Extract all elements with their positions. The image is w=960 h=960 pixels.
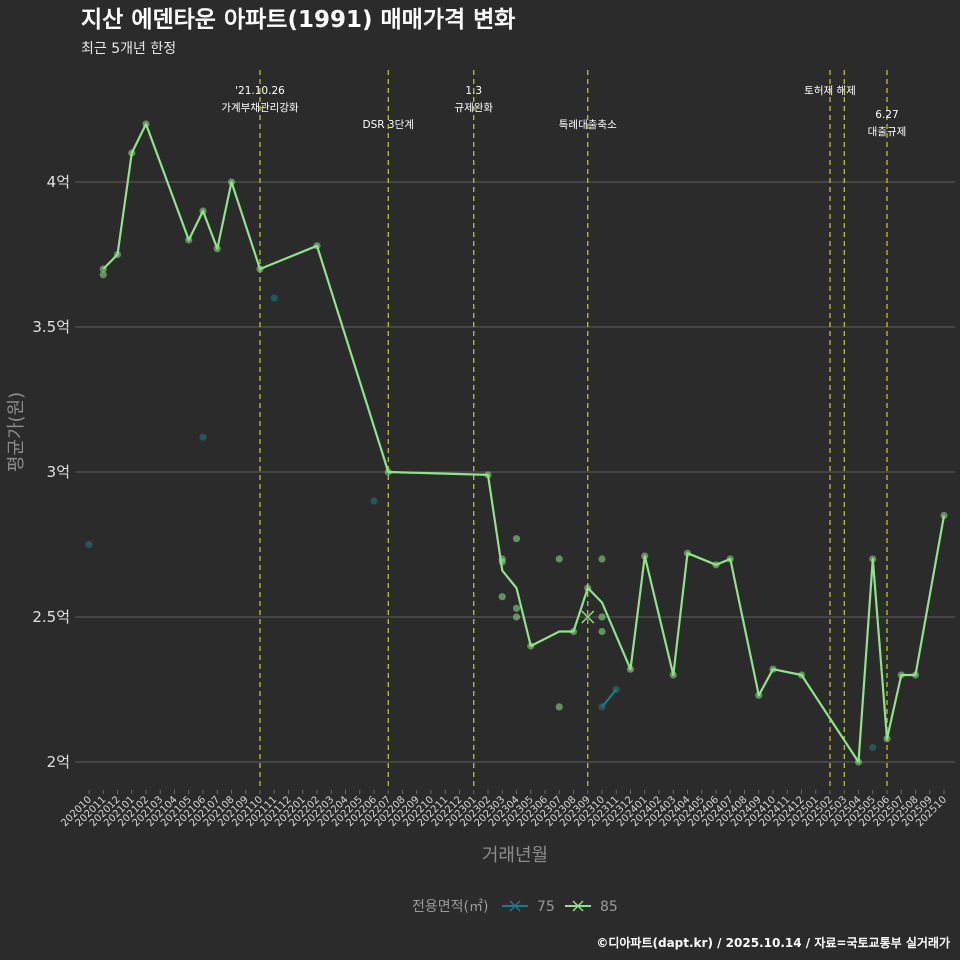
cross-marker-stroke [581, 610, 595, 624]
y-tick-label: 2억 [47, 753, 70, 771]
data-point-85 [498, 593, 506, 601]
data-point-85 [512, 535, 521, 543]
data-point-75 [85, 540, 93, 549]
event-label: 대출규제 [868, 126, 907, 138]
event-label: 특례대출축소 [559, 119, 617, 131]
event-label: 규제완화 [454, 101, 493, 114]
data-point-75 [270, 294, 278, 302]
event-label: DSR 3단계 [363, 119, 414, 131]
legend-marker-85 [572, 900, 584, 912]
data-point-75 [370, 497, 378, 505]
data-point-85 [598, 555, 606, 563]
chart-title: 지산 에덴타운 아파트(1991) 매매가격 변화 [81, 7, 515, 33]
legend-marker-75 [509, 900, 521, 912]
series-line-75 [601, 688, 618, 708]
data-point-85 [598, 613, 606, 621]
data-point-75 [199, 433, 207, 441]
source-caption: ©디아파트(dapt.kr) / 2025.10.14 / 자료=국토교통부 실… [596, 935, 950, 950]
legend-label-75: 75 [537, 899, 555, 915]
event-label: 6.27 [875, 109, 898, 121]
legend-title: 전용면적(㎡) [412, 899, 488, 915]
event-label: '21.10.26 [235, 85, 285, 97]
y-axis-label: 평균가(원) [6, 392, 27, 472]
data-point-85 [555, 555, 563, 563]
data-point-85 [598, 627, 606, 636]
data-point-85 [512, 613, 521, 621]
y-axis-ticks: 2억 2.5억 3억 3.5억 4억 [32, 173, 70, 771]
series-layer [85, 120, 948, 766]
data-point-75 [869, 743, 877, 752]
series-line-85 [102, 122, 946, 764]
y-tick-label: 2.5억 [32, 608, 70, 626]
event-label: 가계부채관리강화 [221, 102, 299, 114]
series-85 [99, 120, 948, 766]
data-point-85 [512, 604, 521, 612]
y-tick-label: 4억 [47, 173, 70, 191]
legend: 전용면적(㎡) 75 85 [412, 899, 618, 915]
legend-label-85: 85 [600, 899, 618, 915]
y-tick-label: 3.5억 [32, 318, 70, 336]
y-tick-label: 3억 [47, 463, 70, 481]
cross-marker [581, 610, 595, 624]
event-label: 1.3 [465, 85, 482, 97]
data-point-85 [555, 703, 563, 711]
event-label: 토허제 해제 [804, 84, 856, 97]
chart-subtitle: 최근 5개년 한정 [81, 41, 176, 57]
series-75 [85, 294, 877, 752]
data-point-85 [99, 271, 107, 279]
x-axis-label: 거래년월 [482, 845, 548, 866]
